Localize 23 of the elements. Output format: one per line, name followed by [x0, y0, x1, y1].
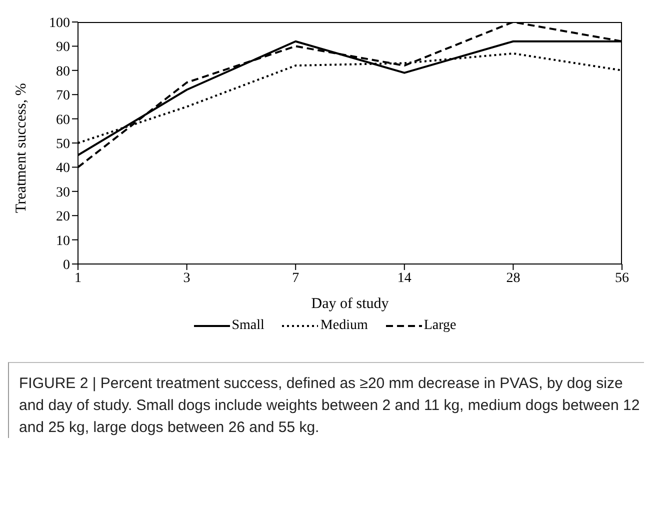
x-tick-label: 1: [74, 270, 82, 286]
x-tick-label: 7: [292, 270, 300, 286]
legend-label: Medium: [319, 318, 368, 334]
y-tick-label: 40: [56, 161, 70, 176]
x-axis-title: Day of study: [311, 296, 390, 312]
y-tick-label: 70: [56, 88, 70, 104]
y-tick-label: 10: [56, 234, 70, 249]
caption: FIGURE 2 | Percent treatment success, defined as ≥20 mm decrease in PVAS, by dog size and day of study. Small dogs include weights between 2 and 11 kg, medium dogs between 12 and 25 kg, large dogs between 26 and 55 kg.: [19, 374, 641, 438]
y-tick-label: 90: [56, 40, 70, 56]
y-axis-title: Treatment success, %: [13, 83, 30, 213]
y-tick-label: 100: [49, 16, 70, 31]
x-tick-label: 3: [183, 270, 190, 286]
x-tick-label: 14: [397, 270, 412, 286]
y-tick-label: 60: [56, 112, 70, 128]
legend-label: Large: [422, 318, 456, 334]
y-tick-label: 20: [56, 210, 70, 225]
legend-label: Small: [230, 318, 264, 334]
y-tick-label: 80: [56, 64, 70, 80]
x-tick-label: 56: [615, 270, 629, 286]
y-tick-label: 0: [63, 258, 70, 273]
x-tick-label: 28: [506, 270, 520, 286]
y-tick-label: 30: [56, 185, 70, 200]
y-tick-label: 50: [56, 136, 70, 152]
